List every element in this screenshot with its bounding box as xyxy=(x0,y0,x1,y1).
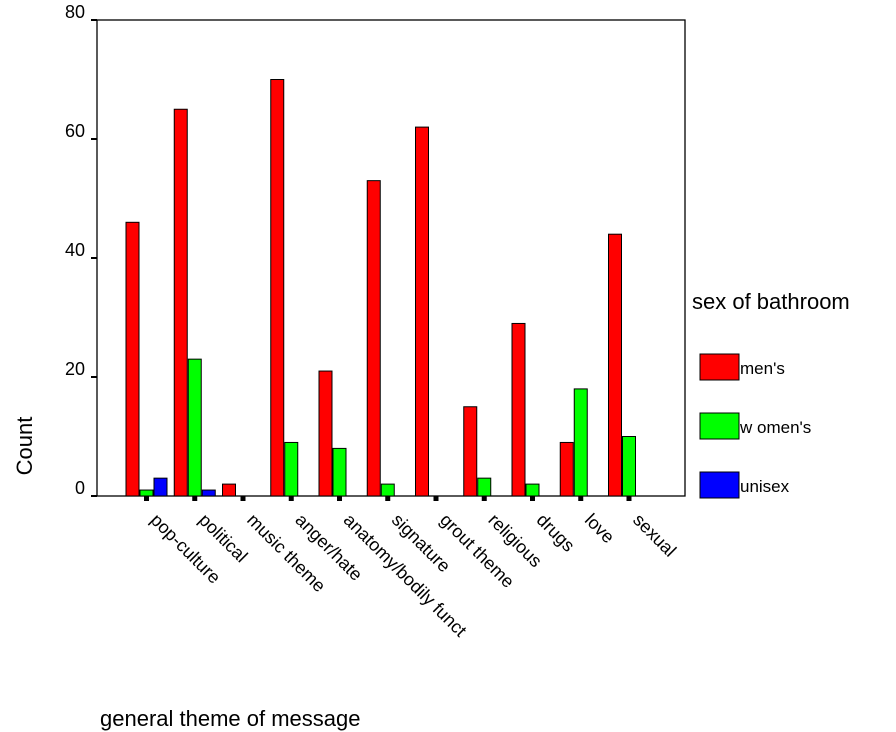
legend-label: men's xyxy=(740,359,785,378)
x-tick xyxy=(433,496,439,501)
legend-swatch xyxy=(699,353,740,381)
legend: sex of bathroom men's w omen's unisex xyxy=(692,289,850,499)
bar-womens xyxy=(525,483,540,497)
y-tick-label: 0 xyxy=(75,478,85,498)
x-tick xyxy=(481,496,487,501)
y-axis-label: Count xyxy=(12,417,37,476)
y-axis: 0 20 40 60 80 xyxy=(65,2,97,498)
bar-mens xyxy=(222,483,236,497)
bar-mens xyxy=(415,126,429,497)
y-tick-label: 60 xyxy=(65,121,85,141)
bar-womens xyxy=(477,477,492,497)
bar-womens xyxy=(332,447,347,497)
bar-womens xyxy=(284,441,299,497)
legend-label: unisex xyxy=(740,477,790,496)
x-tick xyxy=(530,496,535,501)
x-tick-label: sexual xyxy=(629,510,680,561)
x-tick xyxy=(144,496,149,501)
y-tick-label: 20 xyxy=(65,359,85,379)
bars xyxy=(125,79,636,497)
bar-mens xyxy=(318,370,333,497)
bar-mens xyxy=(270,79,285,497)
y-tick-label: 80 xyxy=(65,2,85,22)
x-tick-label: drugs xyxy=(533,510,579,556)
bar-mens xyxy=(608,233,622,497)
bar-mens xyxy=(366,180,381,497)
bar-womens xyxy=(573,388,588,497)
y-tick-label: 40 xyxy=(65,240,85,260)
bar-womens xyxy=(187,358,202,497)
x-tick xyxy=(240,496,246,501)
bar-mens xyxy=(511,322,526,497)
bar-womens xyxy=(380,483,395,497)
x-tick xyxy=(192,496,198,501)
x-axis-label: general theme of message xyxy=(100,706,361,731)
bar-unisex xyxy=(153,477,168,497)
legend-label: w omen's xyxy=(739,418,811,437)
x-tick xyxy=(626,496,632,501)
bar-womens xyxy=(622,436,636,497)
x-tick xyxy=(288,496,294,501)
legend-swatch xyxy=(699,412,740,440)
bar-mens xyxy=(173,108,188,497)
x-tick xyxy=(578,496,584,501)
legend-title: sex of bathroom xyxy=(692,289,850,314)
bar-unisex xyxy=(201,489,216,497)
legend-swatch xyxy=(699,471,740,499)
x-tick xyxy=(385,496,391,501)
bar-mens xyxy=(463,406,478,497)
bar-mens xyxy=(559,441,574,497)
bar-mens xyxy=(125,221,140,497)
x-tick xyxy=(337,496,342,501)
x-tick-label: love xyxy=(581,510,618,547)
bar-womens xyxy=(139,489,154,497)
